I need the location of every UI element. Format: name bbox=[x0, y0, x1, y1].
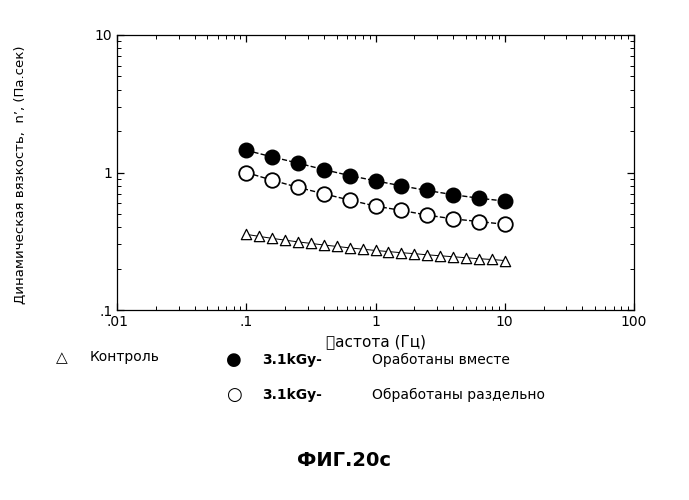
Point bbox=[473, 194, 484, 202]
Point bbox=[344, 244, 356, 252]
Point bbox=[280, 236, 291, 244]
Point bbox=[486, 256, 497, 264]
Point bbox=[396, 182, 407, 190]
Point bbox=[409, 250, 420, 258]
Point bbox=[435, 252, 446, 260]
Text: Контроль: Контроль bbox=[90, 350, 159, 364]
Text: △: △ bbox=[56, 350, 68, 365]
Point bbox=[267, 234, 278, 242]
Point bbox=[370, 246, 381, 254]
Point bbox=[499, 220, 510, 228]
Text: 3.1kGy-: 3.1kGy- bbox=[262, 388, 322, 402]
Point bbox=[396, 248, 407, 256]
Point bbox=[344, 196, 356, 204]
Point bbox=[499, 256, 510, 264]
Point bbox=[344, 172, 356, 179]
X-axis label: 䉾астота (Гц): 䉾астота (Гц) bbox=[325, 334, 426, 349]
Text: ФИГ.20с: ФИГ.20с bbox=[298, 450, 391, 469]
Point bbox=[318, 190, 329, 198]
Point bbox=[447, 190, 458, 198]
Point bbox=[292, 238, 303, 246]
Point bbox=[396, 206, 407, 214]
Point bbox=[331, 242, 342, 250]
Point bbox=[422, 251, 433, 259]
Point bbox=[499, 197, 510, 205]
Point bbox=[473, 218, 484, 226]
Point bbox=[422, 186, 433, 194]
Point bbox=[241, 230, 252, 238]
Point bbox=[241, 146, 252, 154]
Point bbox=[267, 153, 278, 161]
Point bbox=[292, 184, 303, 192]
Text: ○: ○ bbox=[227, 386, 242, 404]
Point bbox=[473, 254, 484, 262]
Point bbox=[357, 245, 368, 253]
Point bbox=[447, 252, 458, 260]
Text: Динамическая вязкость,  n’, (Па.сек): Динамическая вязкость, n’, (Па.сек) bbox=[14, 46, 27, 304]
Point bbox=[292, 159, 303, 167]
Point bbox=[254, 232, 265, 240]
Point bbox=[267, 176, 278, 184]
Point bbox=[370, 177, 381, 185]
Point bbox=[241, 168, 252, 176]
Point bbox=[370, 202, 381, 210]
Text: ●: ● bbox=[227, 351, 242, 369]
Text: 3.1kGy-: 3.1kGy- bbox=[262, 353, 322, 367]
Point bbox=[383, 248, 394, 256]
Point bbox=[318, 166, 329, 173]
Point bbox=[447, 215, 458, 223]
Point bbox=[460, 254, 471, 262]
Point bbox=[318, 241, 329, 249]
Text: Оработаны вместе: Оработаны вместе bbox=[372, 353, 510, 367]
Point bbox=[422, 211, 433, 219]
Point bbox=[305, 240, 316, 248]
Text: Обработаны раздельно: Обработаны раздельно bbox=[372, 388, 545, 402]
